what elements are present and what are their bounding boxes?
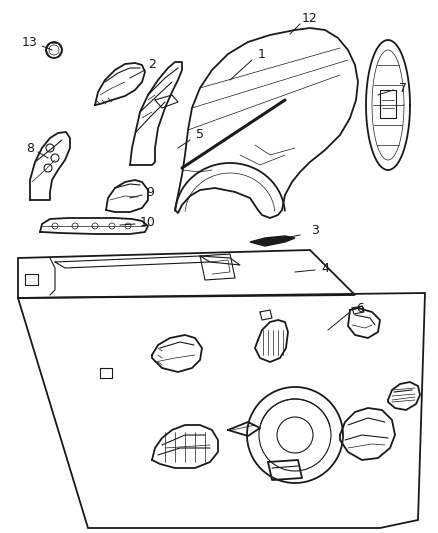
Text: 8: 8 bbox=[26, 141, 34, 155]
Text: 2: 2 bbox=[148, 59, 156, 71]
Text: 7: 7 bbox=[399, 82, 407, 94]
Polygon shape bbox=[250, 236, 295, 246]
Text: 4: 4 bbox=[321, 262, 329, 274]
Text: 6: 6 bbox=[356, 302, 364, 314]
Text: 9: 9 bbox=[146, 185, 154, 198]
Text: 5: 5 bbox=[196, 128, 204, 141]
Text: 1: 1 bbox=[258, 49, 266, 61]
Text: 10: 10 bbox=[140, 215, 156, 229]
Text: 3: 3 bbox=[311, 223, 319, 237]
Text: 13: 13 bbox=[22, 36, 38, 49]
Text: 12: 12 bbox=[302, 12, 318, 25]
